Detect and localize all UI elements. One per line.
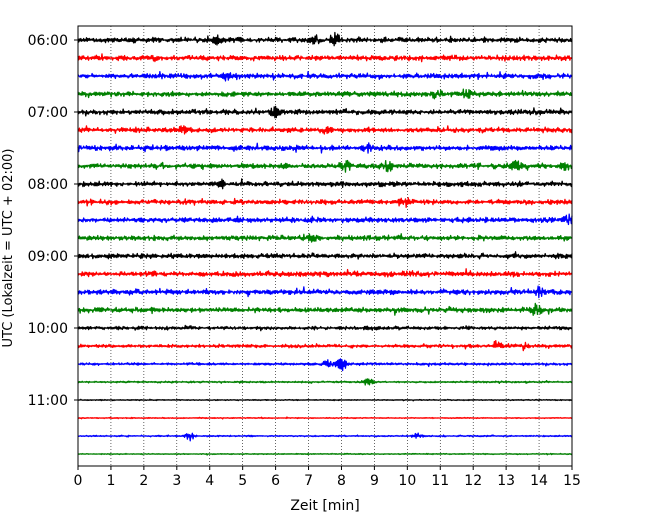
seismic-traces	[77, 31, 573, 456]
x-tick-label-8: 8	[337, 473, 346, 489]
y-tick-label-1000: 10:00	[28, 321, 68, 337]
trace-0615	[77, 53, 573, 63]
trace-0600	[77, 31, 573, 47]
x-tick-label-15: 15	[563, 473, 581, 489]
trace-0845	[77, 233, 573, 243]
trace-0830	[77, 213, 573, 226]
x-tick-label-13: 13	[497, 473, 515, 489]
trace-1115	[77, 416, 573, 420]
x-axis: 0 1 2 3 4 5 6 7 8 9 10 11 12 13 14 15	[74, 466, 581, 489]
trace-0630	[77, 70, 573, 82]
y-tick-label-0600: 06:00	[28, 33, 68, 49]
trace-0915	[77, 268, 573, 278]
trace-0645	[77, 88, 573, 100]
x-axis-title: Zeit [min]	[290, 498, 359, 514]
y-axis: 06:00 07:00 08:00 09:00 10:00 11:00	[28, 33, 78, 409]
trace-1030	[77, 358, 573, 372]
trace-0945	[77, 302, 573, 316]
trace-1000	[77, 324, 573, 332]
x-tick-label-7: 7	[304, 473, 313, 489]
trace-1015	[77, 340, 573, 352]
trace-0800	[77, 178, 573, 190]
x-tick-label-0: 0	[74, 473, 83, 489]
trace-0900	[77, 251, 573, 260]
x-tick-label-4: 4	[205, 473, 214, 489]
trace-1130	[77, 432, 573, 442]
x-tick-label-1: 1	[106, 473, 115, 489]
trace-1100	[77, 398, 573, 402]
trace-0730	[77, 142, 573, 154]
plot-frame	[77, 25, 573, 467]
x-tick-label-10: 10	[398, 473, 416, 489]
x-tick-label-6: 6	[271, 473, 280, 489]
trace-0930	[77, 285, 573, 299]
x-tick-label-2: 2	[139, 473, 148, 489]
trace-0715	[77, 125, 573, 135]
y-tick-label-0900: 09:00	[28, 249, 68, 265]
y-tick-label-0700: 07:00	[28, 105, 68, 121]
trace-0700	[77, 105, 573, 119]
x-tick-label-12: 12	[464, 473, 482, 489]
trace-0815	[77, 197, 573, 208]
x-tick-label-9: 9	[370, 473, 379, 489]
y-tick-label-1100: 11:00	[28, 393, 68, 409]
x-tick-label-14: 14	[530, 473, 548, 489]
grid-lines	[110, 26, 540, 466]
x-tick-label-11: 11	[431, 473, 449, 489]
y-tick-label-0800: 08:00	[28, 177, 68, 193]
trace-1145	[77, 452, 573, 456]
x-tick-label-3: 3	[172, 473, 181, 489]
trace-0745	[77, 159, 573, 173]
x-tick-label-5: 5	[238, 473, 247, 489]
trace-1045	[77, 378, 573, 386]
y-axis-title: UTC (Lokalzeit = UTC + 02:00)	[1, 149, 16, 348]
